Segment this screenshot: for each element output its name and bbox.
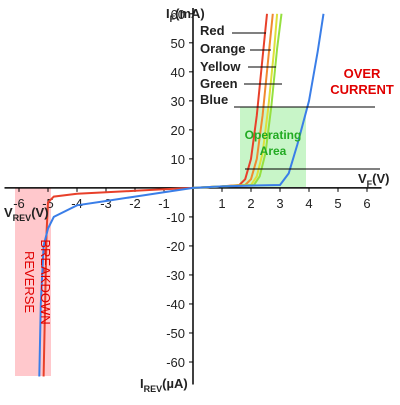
y-axis-label: IF(mA) xyxy=(166,6,205,24)
annotation: OVER xyxy=(344,66,381,81)
y-tick-label: 20 xyxy=(171,123,185,138)
legend-label: Blue xyxy=(200,92,228,107)
y-tick-label: -40 xyxy=(166,297,185,312)
x-tick-label: 1 xyxy=(218,196,225,211)
x-tick-label: 3 xyxy=(276,196,283,211)
annotation: BREAKDOWN xyxy=(38,239,53,324)
x-tick-label: -6 xyxy=(13,196,25,211)
plot: -6 -5 -4 -3 -2 -1 1 2 3 4 5 6-60-50-40-30-20-101020… xyxy=(4,7,382,385)
label-part: (mA) xyxy=(175,6,205,21)
x-axis-label: VF(V) xyxy=(358,171,390,189)
y-tick-label: -20 xyxy=(166,239,185,254)
legend-label: Yellow xyxy=(200,59,241,74)
y-tick-label: -10 xyxy=(166,210,185,225)
x-tick-label: -4 xyxy=(71,196,83,211)
operating-region xyxy=(240,107,306,187)
x-tick-label: -3 xyxy=(100,196,112,211)
annotation: Operating xyxy=(245,128,302,142)
annotation: REVERSE xyxy=(22,251,37,313)
x-axis-label: VREV(V) xyxy=(4,205,49,223)
y-tick-label: 60 xyxy=(171,7,185,22)
y-tick-label: 10 xyxy=(171,152,185,167)
y-tick-label: -60 xyxy=(166,355,185,370)
label-part: REV xyxy=(144,384,163,394)
annotation: CURRENT xyxy=(330,82,394,97)
label-part: V xyxy=(4,205,13,220)
series-line xyxy=(38,13,325,377)
x-tick-label: 5 xyxy=(334,196,341,211)
label-part: I xyxy=(166,6,170,21)
label-part: (µA) xyxy=(162,376,188,391)
label-part: I xyxy=(140,376,144,391)
x-tick-label: 6 xyxy=(363,196,370,211)
label-part: F xyxy=(367,179,373,189)
x-tick-label: 2 xyxy=(247,196,254,211)
x-tick-label: -2 xyxy=(129,196,141,211)
annotation: Area xyxy=(260,144,287,158)
legend-label: Red xyxy=(200,23,225,38)
y-tick-label: -30 xyxy=(166,268,185,283)
label-part: F xyxy=(170,14,176,24)
y-tick-label: 30 xyxy=(171,94,185,109)
legend-label: Orange xyxy=(200,41,246,56)
label-part: REV xyxy=(13,213,32,223)
label-part: (V) xyxy=(372,171,389,186)
series-line xyxy=(42,13,268,377)
y-axis-label: IREV(µA) xyxy=(140,376,188,394)
label-part: (V) xyxy=(31,205,48,220)
annotation-group: REVERSE BREAKDOWN xyxy=(22,239,53,324)
y-tick-label: -50 xyxy=(166,326,185,341)
label-part: V xyxy=(358,171,367,186)
y-tick-label: 40 xyxy=(171,65,185,80)
legend-label: Green xyxy=(200,76,238,91)
x-tick-label: 4 xyxy=(305,196,312,211)
y-tick-label: 50 xyxy=(171,36,185,51)
x-tick-label: -1 xyxy=(158,196,170,211)
